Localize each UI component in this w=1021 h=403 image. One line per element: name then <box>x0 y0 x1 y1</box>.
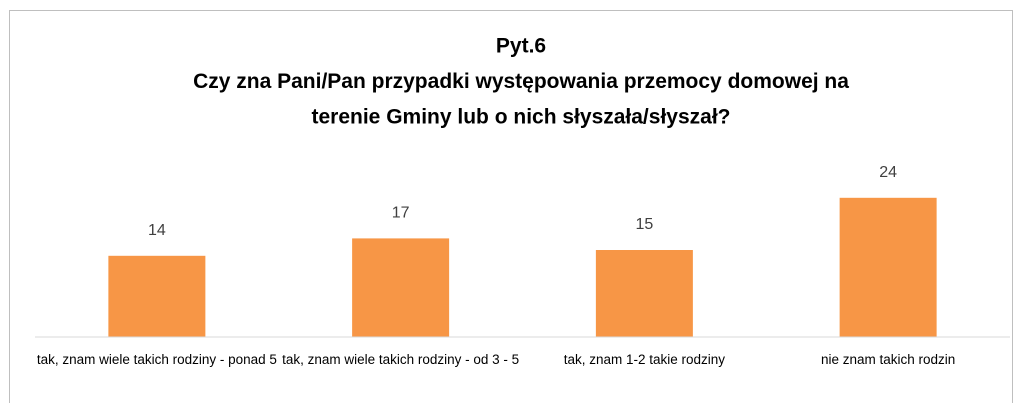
bar <box>839 197 937 337</box>
x-label-box: nie znam takich rodzin <box>820 352 956 367</box>
x-tick-label: tak, znam wiele takich rodziny - ponad 5 <box>36 352 277 367</box>
data-label: 17 <box>392 205 410 222</box>
x-tick-label: tak, znam 1-2 takie rodziny <box>563 352 726 367</box>
data-label: 14 <box>148 222 166 239</box>
x-label-box: tak, znam wiele takich rodziny - ponad 5 <box>36 352 277 367</box>
chart-title: Pyt.6 <box>496 35 546 58</box>
x-label-box: tak, znam 1-2 takie rodziny <box>563 352 726 367</box>
bar <box>108 255 206 337</box>
data-label: 15 <box>635 216 653 233</box>
x-tick-label: nie znam takich rodzin <box>820 352 956 367</box>
chart-title: terenie Gminy lub o nich słyszała/słysza… <box>312 106 731 129</box>
x-tick-label: tak, znam wiele takich rodziny - od 3 - … <box>282 352 520 367</box>
data-label: 24 <box>879 164 897 181</box>
chart-title: Czy zna Pani/Pan przypadki występowania … <box>193 70 849 93</box>
bar <box>352 238 450 337</box>
bar <box>595 250 693 337</box>
x-label-box: tak, znam wiele takich rodziny - od 3 - … <box>282 352 520 367</box>
